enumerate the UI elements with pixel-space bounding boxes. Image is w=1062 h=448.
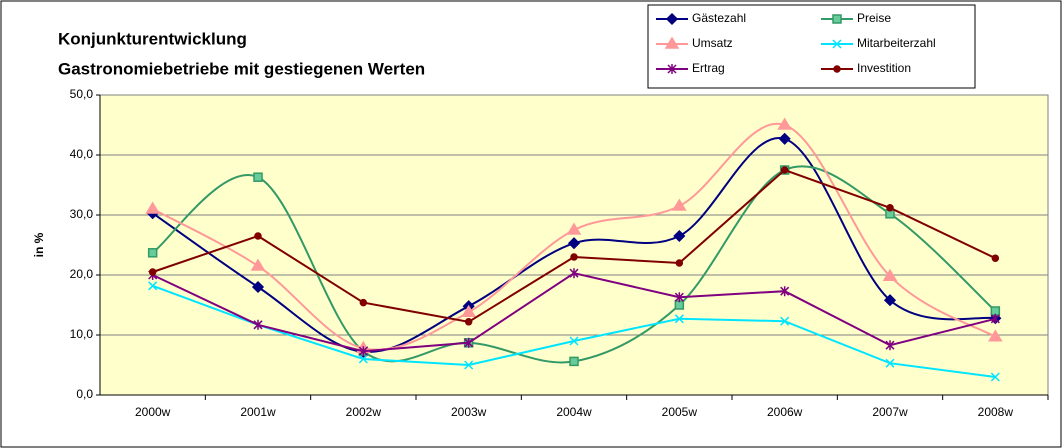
series — [148, 166, 1000, 326]
marker — [145, 201, 160, 214]
marker — [358, 354, 368, 364]
y-axis-label: in % — [32, 232, 46, 257]
series — [145, 117, 1003, 353]
marker — [882, 268, 898, 281]
line — [152, 136, 996, 353]
legend-label: Preise — [857, 11, 891, 25]
legend-label: Mitarbeiterzahl — [857, 36, 936, 50]
marker — [988, 329, 1003, 342]
marker — [883, 294, 897, 307]
marker — [780, 166, 789, 174]
marker — [675, 259, 684, 267]
marker — [780, 316, 790, 326]
marker — [148, 268, 157, 276]
y-tick-label: 30,0 — [70, 207, 94, 221]
marker — [672, 198, 687, 211]
x-tick-label: 2004w — [556, 405, 592, 419]
marker — [253, 172, 263, 182]
marker — [254, 232, 262, 240]
marker — [464, 360, 474, 370]
marker — [780, 286, 790, 297]
marker — [833, 65, 841, 73]
x-tick-label: 2008w — [978, 405, 1014, 419]
legend-label: Investition — [857, 61, 911, 75]
marker — [359, 298, 368, 307]
marker — [777, 117, 792, 130]
marker — [569, 336, 579, 346]
marker — [665, 12, 679, 26]
marker — [569, 268, 579, 279]
y-tick-label: 20,0 — [70, 267, 94, 281]
x-tick-label: 2007w — [872, 405, 908, 419]
x-tick-label: 2001w — [240, 405, 276, 419]
x-tick-label: 2002w — [346, 405, 382, 419]
marker — [253, 319, 263, 330]
marker — [832, 39, 842, 49]
marker — [778, 132, 791, 145]
marker — [667, 64, 677, 74]
marker — [148, 281, 158, 291]
series — [148, 268, 1000, 357]
marker — [464, 337, 474, 348]
marker — [461, 304, 476, 317]
marker — [464, 318, 473, 326]
marker — [251, 280, 265, 294]
marker — [566, 222, 582, 235]
legend-label: Gästezahl — [692, 11, 746, 25]
marker — [885, 340, 895, 351]
marker — [832, 14, 842, 24]
marker — [664, 36, 680, 49]
y-tick-label: 50,0 — [70, 87, 94, 101]
marker — [885, 358, 895, 368]
marker — [990, 372, 1000, 382]
marker — [674, 314, 684, 324]
marker — [673, 229, 686, 243]
marker — [990, 313, 1000, 324]
y-tick-label: 10,0 — [70, 327, 94, 341]
marker — [570, 253, 578, 261]
x-tick-label: 2006w — [767, 405, 803, 419]
marker — [250, 258, 266, 271]
marker — [991, 254, 1000, 262]
y-tick-label: 40,0 — [70, 147, 94, 161]
x-tick-label: 2000w — [135, 405, 171, 419]
legend-label: Ertrag — [692, 61, 725, 75]
x-tick-label: 2005w — [662, 405, 698, 419]
chart-subtitle: Gastronomiebetriebe mit gestiegenen Wert… — [58, 59, 425, 78]
line — [152, 122, 996, 351]
marker — [147, 248, 158, 258]
marker — [567, 237, 581, 250]
chart-title: Konjunkturentwicklung — [58, 29, 247, 48]
legend-label: Umsatz — [692, 36, 733, 50]
x-tick-label: 2003w — [451, 405, 487, 419]
marker — [358, 346, 368, 357]
marker — [674, 292, 684, 303]
marker — [886, 204, 894, 212]
marker — [569, 356, 579, 367]
legend-box — [647, 4, 976, 89]
y-tick-label: 0,0 — [76, 387, 93, 401]
